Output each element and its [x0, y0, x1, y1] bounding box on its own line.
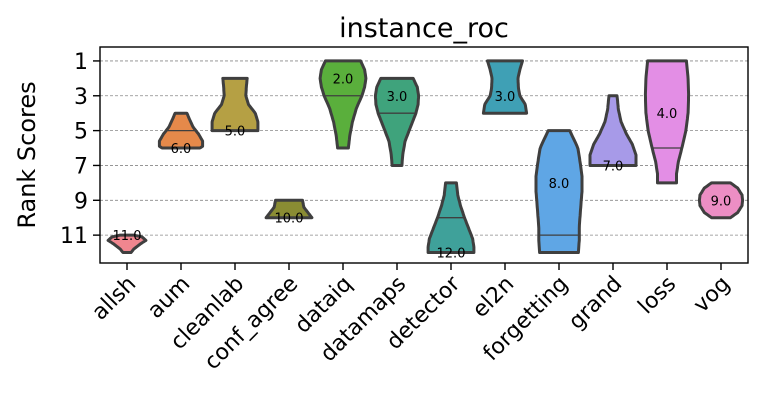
- data-label-layer: 11.0 6.0 5.0 10.0 2.0 3.0 12.0 3.0 8.0 7.0 4.0 9.0: [113, 72, 732, 261]
- y-tick-label: 7: [74, 154, 88, 179]
- x-tick-label: allsh: [87, 272, 141, 326]
- median-label-dataiq: 2.0: [333, 72, 354, 87]
- plot-frame: [99, 46, 749, 264]
- y-tick-label: 5: [74, 120, 88, 145]
- median-label-vog: 9.0: [711, 194, 732, 209]
- violin-allsh: [106, 233, 148, 254]
- x-tick-label: vog: [689, 272, 735, 318]
- violin-cleanlab: [210, 76, 260, 133]
- grid-layer: [100, 60, 748, 236]
- y-tick-label: 9: [74, 189, 88, 214]
- violin-forgetting: [534, 129, 584, 254]
- y-tick-label: 1: [74, 50, 88, 75]
- violin-conf_agree: [264, 198, 314, 220]
- median-label-detector: 12.0: [437, 247, 466, 262]
- y-tick-label: 3: [74, 85, 88, 110]
- median-label-el2n: 3.0: [495, 90, 516, 105]
- y-tick-label: 11: [60, 224, 88, 249]
- median-label-loss: 4.0: [657, 107, 678, 122]
- chart-title: instance_roc: [339, 13, 509, 44]
- median-label-aum: 6.0: [171, 142, 192, 157]
- x-tick-label: loss: [634, 272, 682, 320]
- median-label-allsh: 11.0: [113, 229, 142, 244]
- median-label-forgetting: 8.0: [549, 177, 570, 192]
- median-label-conf_agree: 10.0: [275, 212, 304, 227]
- median-label-datamaps: 3.0: [387, 90, 408, 105]
- median-label-cleanlab: 5.0: [225, 125, 246, 140]
- x-tick-label: grand: [564, 272, 627, 335]
- y-axis-label: Rank Scores: [13, 81, 41, 228]
- violin-layer: [106, 59, 745, 254]
- violin-grand: [588, 94, 638, 167]
- violin-el2n: [481, 59, 529, 115]
- violin-datamaps: [373, 76, 421, 167]
- violin-dataiq: [318, 59, 368, 150]
- median-label-grand: 7.0: [603, 159, 624, 174]
- violin-vog: [697, 181, 745, 220]
- violin-loss: [643, 59, 691, 185]
